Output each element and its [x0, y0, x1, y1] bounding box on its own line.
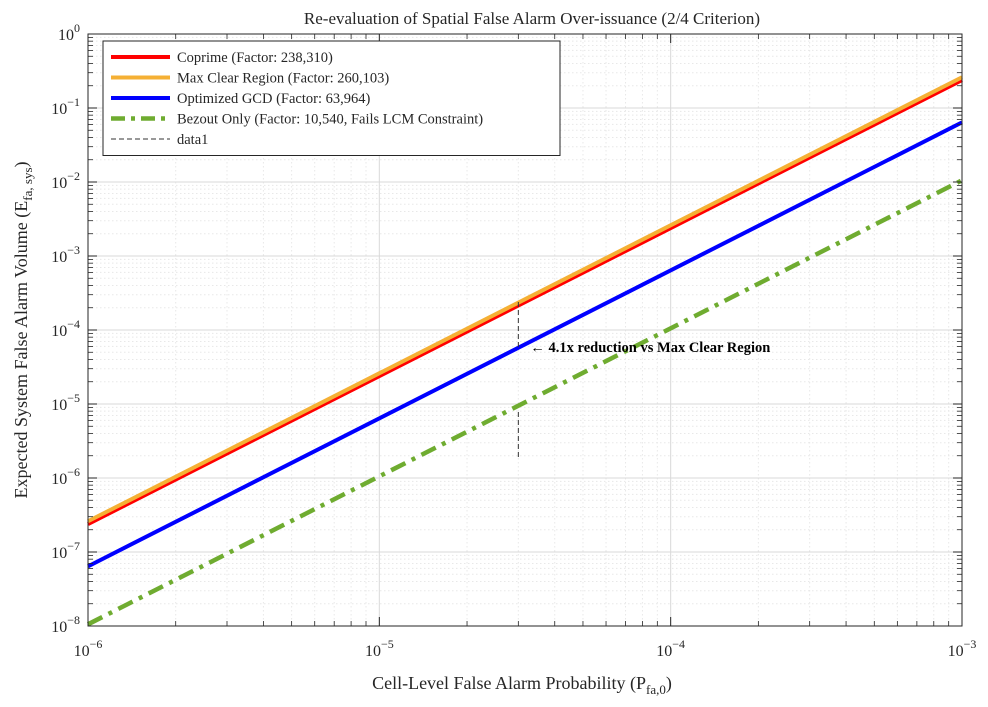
y-tick-label: 10−7: [51, 539, 80, 562]
y-tick-base: 10: [51, 175, 67, 192]
series-line-1: [87, 75, 963, 524]
y-tick-exp: −3: [67, 243, 80, 257]
x-axis-label: Cell-Level False Alarm Probability (Pfa,…: [372, 673, 672, 697]
x-tick-exp: −3: [964, 637, 977, 651]
y-tick-base: 10: [58, 27, 74, 44]
x-axis-label-tail: ): [666, 673, 672, 694]
y-tick-base: 10: [51, 249, 67, 266]
chart-title: Re-evaluation of Spatial False Alarm Ove…: [304, 9, 760, 28]
x-tick-base: 10: [656, 643, 672, 660]
y-tick-label: 10−5: [51, 391, 80, 414]
y-tick-base: 10: [51, 471, 67, 488]
x-tick-label: 10−3: [948, 637, 977, 660]
legend-label-1: Max Clear Region (Factor: 260,103): [177, 71, 389, 87]
x-tick-base: 10: [948, 643, 964, 660]
y-tick-exp: −4: [67, 317, 80, 331]
y-tick-base: 10: [51, 545, 67, 562]
annotation-text: ← 4.1x reduction vs Max Clear Region: [530, 340, 770, 356]
y-tick-exp: −6: [67, 465, 80, 479]
series-line-2: [87, 120, 963, 569]
x-tick-base: 10: [74, 643, 90, 660]
legend-label-0: Coprime (Factor: 238,310): [177, 50, 333, 66]
x-tick-label: 10−5: [365, 637, 394, 660]
x-tick-exp: −5: [381, 637, 394, 651]
y-tick-label: 10−2: [51, 169, 80, 192]
x-tick-base: 10: [365, 643, 381, 660]
tick-marks: [87, 33, 963, 627]
legend-label-3: Bezout Only (Factor: 10,540, Fails LCM C…: [177, 112, 483, 128]
y-tick-label: 10−6: [51, 465, 80, 488]
legend-label-4: data1: [177, 132, 208, 148]
x-axis-label-sub: fa,0: [646, 682, 666, 697]
x-tick-label: 10−6: [74, 637, 103, 660]
y-tick-base: 10: [51, 101, 67, 118]
y-axis-label-tail: ): [11, 161, 32, 167]
y-tick-base: 10: [51, 397, 67, 414]
annotation-layer: ← 4.1x reduction vs Max Clear Region: [517, 299, 770, 356]
y-axis-label-main: Expected System False Alarm Volume (E: [11, 201, 32, 499]
y-tick-exp: −5: [67, 391, 80, 405]
y-axis-label-sub: fa, sys: [20, 167, 35, 200]
legend-label-2: Optimized GCD (Factor: 63,964): [177, 91, 370, 107]
y-tick-exp: −1: [67, 95, 80, 109]
y-axis-label: Expected System False Alarm Volume (Efa,…: [11, 161, 35, 498]
x-tick-label: 10−4: [656, 637, 685, 660]
y-tick-base: 10: [51, 619, 67, 636]
y-tick-label: 10−4: [51, 317, 80, 340]
y-tick-exp: −7: [67, 539, 80, 553]
x-tick-exp: −6: [90, 637, 103, 651]
x-tick-labels: 10−6 10−5 10−4 10−3: [74, 637, 977, 660]
x-axis-label-main: Cell-Level False Alarm Probability (P: [372, 673, 646, 694]
y-tick-label: 10−1: [51, 95, 80, 118]
y-tick-exp: −8: [67, 613, 80, 627]
y-tick-base: 10: [51, 323, 67, 340]
legend: Coprime (Factor: 238,310) Max Clear Regio…: [102, 40, 561, 156]
series-line-3: [86, 178, 964, 627]
y-tick-label: 10−8: [51, 613, 80, 636]
y-tick-exp: −2: [67, 169, 80, 183]
y-tick-label: 10−3: [51, 243, 80, 266]
series-line-0: [87, 78, 963, 526]
series-layer: [86, 75, 964, 627]
y-tick-exp: 0: [74, 21, 80, 35]
y-tick-label: 100: [58, 21, 80, 44]
legend-box: [102, 40, 561, 156]
x-tick-exp: −4: [672, 637, 685, 651]
